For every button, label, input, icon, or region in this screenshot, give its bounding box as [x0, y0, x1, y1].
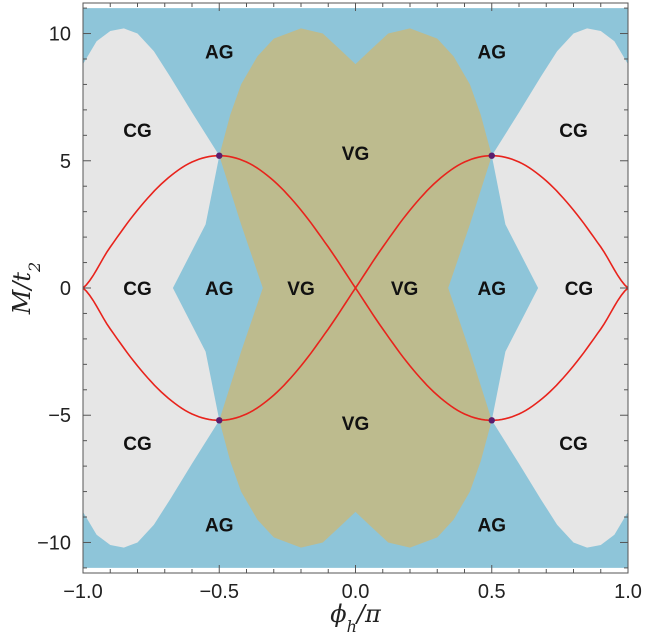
region-label-vg: VG — [342, 144, 369, 165]
y-tick-label: −5 — [48, 405, 71, 427]
intersection-points — [216, 152, 495, 424]
region-label-vg: VG — [287, 279, 314, 300]
axis-tick-labels: −1.0 −0.5 0.0 0.5 1.0 −10 −5 0 5 10 — [37, 24, 642, 603]
x-tick-label: 1.0 — [614, 581, 642, 603]
region-label-ag: AG — [478, 279, 507, 300]
x-tick-label: −0.5 — [200, 581, 239, 603]
region-label-ag: AG — [205, 279, 234, 300]
x-tick-label: 0.0 — [342, 581, 370, 603]
region-label-ag: AG — [478, 516, 507, 537]
x-tick-label: −1.0 — [63, 581, 102, 603]
y-tick-label: 10 — [49, 24, 71, 46]
region-label-cg: CG — [559, 434, 588, 455]
axis-ticks — [82, 3, 629, 573]
intersection-point-3 — [216, 417, 223, 424]
intersection-point-1 — [216, 152, 223, 159]
region-label-cg: CG — [559, 121, 588, 142]
region-cg-left — [83, 28, 220, 548]
red-curves — [82, 154, 629, 422]
region-label-cg: CG — [123, 434, 152, 455]
y-tick-label: 5 — [60, 151, 71, 173]
region-cg-right — [491, 28, 628, 548]
y-tick-label: −10 — [37, 532, 71, 554]
region-label-cg: CG — [123, 121, 152, 142]
region-label-vg: VG — [391, 279, 418, 300]
region-label-vg: VG — [342, 414, 369, 435]
region-label-cg: CG — [123, 279, 152, 300]
intersection-point-2 — [488, 152, 495, 159]
x-tick-label: 0.5 — [478, 581, 506, 603]
region-label-ag: AG — [205, 516, 234, 537]
x-axis-title: ϕh/π — [330, 600, 382, 633]
curve-line-2 — [82, 154, 629, 422]
region-labels: AG AG CG CG VG CG AG VG VG AG CG VG CG CG AG AG — [123, 42, 593, 536]
region-label-cg: CG — [565, 279, 594, 300]
y-axis-title: M/t2 — [8, 262, 44, 316]
region-label-ag: AG — [205, 42, 234, 63]
intersection-point-4 — [488, 417, 495, 424]
y-tick-label: 0 — [60, 278, 71, 300]
region-label-ag: AG — [478, 42, 507, 63]
